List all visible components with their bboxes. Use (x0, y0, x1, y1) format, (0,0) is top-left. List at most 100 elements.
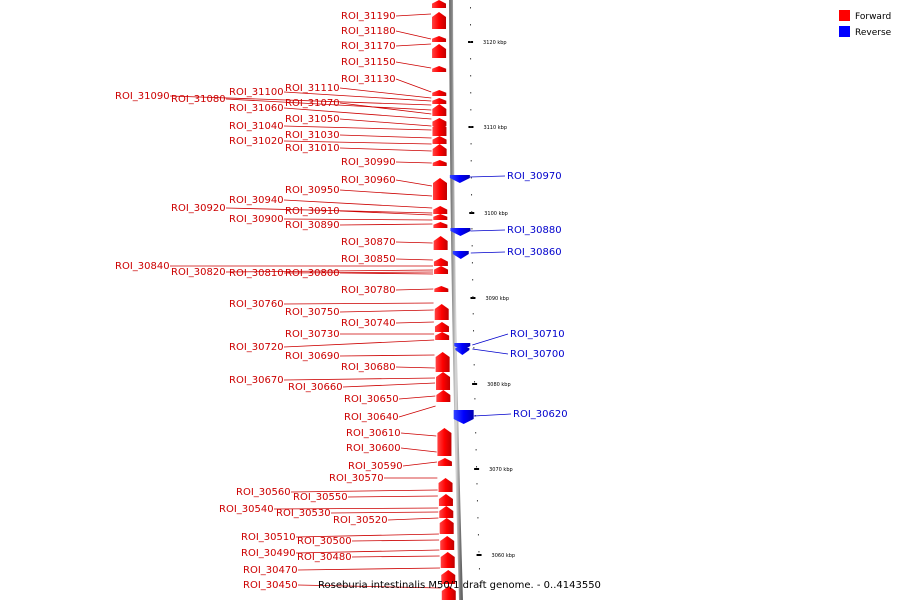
gene-label-roi-31050[interactable]: ROI_31050 (285, 114, 340, 125)
kbp-tick-label: 3080 kbp (487, 382, 511, 388)
gene-label-roi-30670[interactable]: ROI_30670 (229, 375, 284, 386)
gene-label-roi-30490[interactable]: ROI_30490 (241, 548, 296, 559)
minor-tick (477, 534, 479, 536)
gene-label-roi-30910[interactable]: ROI_30910 (285, 206, 340, 217)
genome-caption: Roseburia intestinalis M50/1 draft genom… (318, 580, 601, 591)
gene-label-roi-31180[interactable]: ROI_31180 (341, 26, 396, 37)
gene-label-roi-30690[interactable]: ROI_30690 (285, 351, 340, 362)
forward-gene-arrow (441, 586, 456, 600)
gene-label-roi-30640[interactable]: ROI_30640 (344, 412, 399, 423)
gene-label-roi-30520[interactable]: ROI_30520 (333, 515, 388, 526)
gene-label-roi-31040[interactable]: ROI_31040 (229, 121, 284, 132)
gene-label-roi-31010[interactable]: ROI_31010 (285, 143, 340, 154)
gene-label-roi-30960[interactable]: ROI_30960 (341, 175, 396, 186)
gene-label-roi-31110[interactable]: ROI_31110 (285, 83, 340, 94)
gene-label-roi-30680[interactable]: ROI_30680 (341, 362, 396, 373)
gene-label-roi-30660[interactable]: ROI_30660 (288, 382, 343, 393)
legend-forward-label: Forward (855, 12, 891, 22)
label-leader-line (339, 147, 432, 152)
gene-label-roi-31190[interactable]: ROI_31190 (341, 11, 396, 22)
gene-label-roi-30540[interactable]: ROI_30540 (219, 504, 274, 515)
gene-labels: ROI_31190 ROI_31180 ROI_31170 ROI_31150 ROI_… (115, 11, 568, 591)
minor-tick (470, 41, 472, 43)
label-leader-line (290, 489, 438, 493)
gene-label-roi-31060[interactable]: ROI_31060 (229, 103, 284, 114)
gene-label-roi-31150[interactable]: ROI_31150 (341, 57, 396, 68)
gene-label-roi-30500[interactable]: ROI_30500 (297, 536, 352, 547)
forward-gene-arrow (437, 428, 452, 456)
minor-tick (472, 296, 474, 298)
gene-label-roi-30950[interactable]: ROI_30950 (285, 185, 340, 196)
forward-gene-arrow (432, 44, 447, 58)
gene-label-roi-30760[interactable]: ROI_30760 (229, 299, 284, 310)
gene-label-roi-30820[interactable]: ROI_30820 (171, 267, 226, 278)
minor-tick (471, 228, 473, 230)
gene-label-roi-30600[interactable]: ROI_30600 (346, 443, 401, 454)
gene-label-roi-30780[interactable]: ROI_30780 (341, 285, 396, 296)
gene-label-roi-30510[interactable]: ROI_30510 (241, 532, 296, 543)
gene-label-roi-30970[interactable]: ROI_30970 (507, 171, 562, 182)
label-leader-line (351, 539, 440, 542)
kbp-tick-mark (476, 554, 482, 556)
gene-label-roi-30570[interactable]: ROI_30570 (329, 473, 384, 484)
reverse-gene-arrow (450, 228, 471, 236)
forward-gene-arrow (432, 12, 447, 29)
gene-label-roi-30810[interactable]: ROI_30810 (229, 268, 284, 279)
gene-label-roi-31020[interactable]: ROI_31020 (229, 136, 284, 147)
label-leader-line (395, 61, 432, 69)
label-leader-line (283, 199, 433, 209)
gene-label-roi-30840[interactable]: ROI_30840 (115, 261, 170, 272)
gene-label-roi-30940[interactable]: ROI_30940 (229, 195, 284, 206)
legend-forward-swatch (839, 10, 850, 21)
gene-label-roi-30740[interactable]: ROI_30740 (341, 318, 396, 329)
gene-label-roi-30560[interactable]: ROI_30560 (236, 487, 291, 498)
gene-label-roi-30990[interactable]: ROI_30990 (341, 157, 396, 168)
gene-label-roi-30860[interactable]: ROI_30860 (507, 247, 562, 258)
gene-label-roi-31170[interactable]: ROI_31170 (341, 41, 396, 52)
label-leader-line (342, 382, 436, 388)
gene-label-roi-30450[interactable]: ROI_30450 (243, 580, 298, 591)
minor-tick (470, 126, 472, 128)
forward-gene-arrow (432, 98, 447, 104)
gene-label-roi-30530[interactable]: ROI_30530 (276, 508, 331, 519)
gene-label-roi-30550[interactable]: ROI_30550 (293, 492, 348, 503)
forward-gene-arrow (432, 66, 447, 72)
label-leader-line (283, 302, 434, 305)
gene-label-roi-30870[interactable]: ROI_30870 (341, 237, 396, 248)
gene-label-roi-30610[interactable]: ROI_30610 (346, 428, 401, 439)
gene-label-roi-31130[interactable]: ROI_31130 (341, 74, 396, 85)
gene-label-roi-30890[interactable]: ROI_30890 (285, 220, 340, 231)
label-leader-line (339, 309, 434, 313)
label-leader-line (395, 30, 432, 40)
gene-label-roi-30800[interactable]: ROI_30800 (285, 268, 340, 279)
gene-label-roi-30920[interactable]: ROI_30920 (171, 203, 226, 214)
gene-label-roi-30620[interactable]: ROI_30620 (513, 409, 568, 420)
forward-gene-arrow (434, 266, 449, 274)
gene-label-roi-31070[interactable]: ROI_31070 (285, 98, 340, 109)
gene-label-roi-30720[interactable]: ROI_30720 (229, 342, 284, 353)
gene-label-roi-30650[interactable]: ROI_30650 (344, 394, 399, 405)
gene-label-roi-30900[interactable]: ROI_30900 (229, 214, 284, 225)
label-leader-line (225, 207, 433, 214)
gene-label-roi-30850[interactable]: ROI_30850 (341, 254, 396, 265)
minor-tick (474, 398, 476, 400)
gene-label-roi-30750[interactable]: ROI_30750 (285, 307, 340, 318)
label-leader-line (283, 377, 435, 381)
gene-label-roi-30710[interactable]: ROI_30710 (510, 329, 565, 340)
gene-label-roi-31080[interactable]: ROI_31080 (171, 94, 226, 105)
label-leader-line (283, 271, 434, 274)
legend: Forward Reverse (839, 10, 892, 38)
gene-label-roi-30590[interactable]: ROI_30590 (348, 461, 403, 472)
gene-label-roi-30880[interactable]: ROI_30880 (507, 225, 562, 236)
gene-label-roi-30730[interactable]: ROI_30730 (285, 329, 340, 340)
gene-label-roi-30470[interactable]: ROI_30470 (243, 565, 298, 576)
gene-label-roi-30480[interactable]: ROI_30480 (297, 552, 352, 563)
gene-label-roi-31100[interactable]: ROI_31100 (229, 87, 284, 98)
minor-tick (470, 177, 472, 179)
gene-label-roi-31090[interactable]: ROI_31090 (115, 91, 170, 102)
label-leader-line (395, 288, 434, 291)
forward-gene-arrow (432, 122, 447, 136)
label-leader-line (347, 495, 438, 498)
gene-label-roi-30700[interactable]: ROI_30700 (510, 349, 565, 360)
gene-label-roi-31030[interactable]: ROI_31030 (285, 130, 340, 141)
